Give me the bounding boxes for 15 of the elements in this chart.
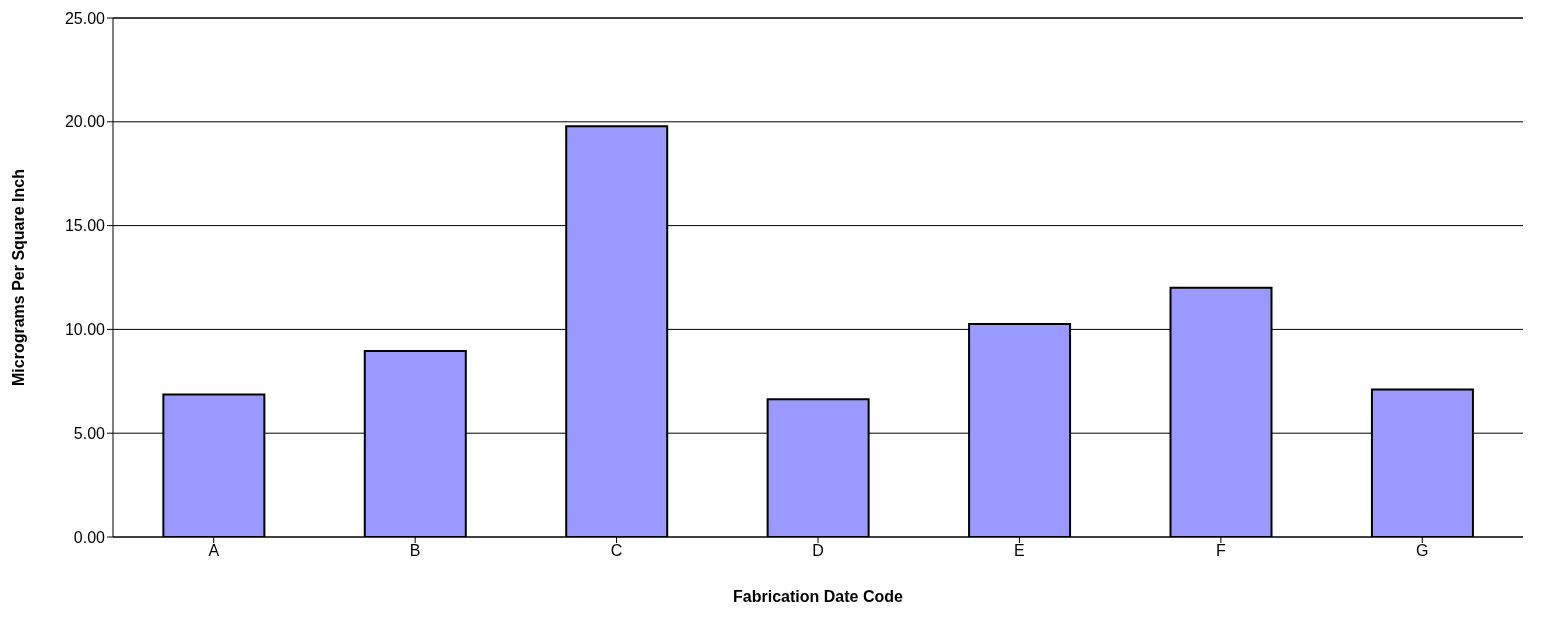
x-tick-label: E <box>1014 542 1025 560</box>
x-tick-label: D <box>812 542 824 560</box>
y-tick-label: 25.00 <box>64 9 106 27</box>
y-tick-label: 20.00 <box>64 113 106 131</box>
y-tick-label: 15.00 <box>64 217 106 235</box>
x-tick-label: G <box>1416 542 1429 560</box>
x-tick-label: A <box>208 542 220 560</box>
x-axis-title: Fabrication Date Code <box>733 588 903 605</box>
y-tick-label: 10.00 <box>64 321 106 339</box>
y-axis-title: Micrograms Per Square Inch <box>9 169 27 386</box>
x-tick-label: B <box>409 542 421 560</box>
x-tick-label: F <box>1215 542 1226 560</box>
y-tick-label: 0.00 <box>73 528 106 546</box>
x-tick-label: C <box>610 542 623 560</box>
y-tick-label: 5.00 <box>73 424 106 442</box>
